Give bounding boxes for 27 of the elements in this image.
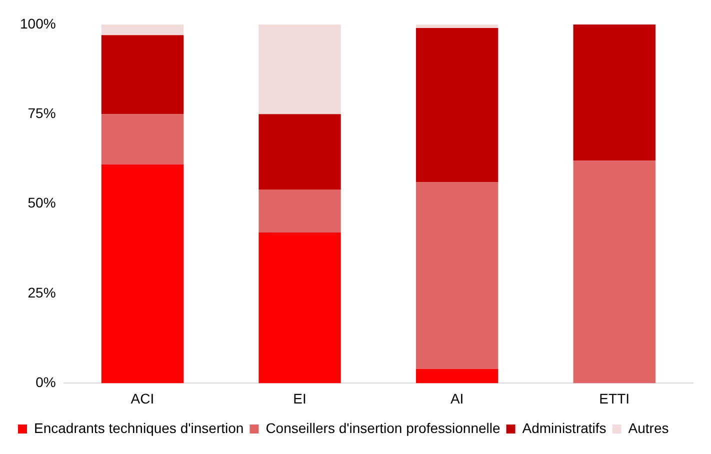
legend-label: Conseillers d'insertion professionnelle — [266, 420, 500, 436]
x-tick-label: ACI — [130, 390, 154, 406]
bar — [416, 28, 498, 182]
bar — [573, 24, 656, 161]
y-tick-label: 0% — [36, 374, 56, 390]
y-tick-label: 75% — [28, 104, 56, 121]
bar — [416, 368, 498, 384]
y-tick-label: 50% — [28, 194, 56, 211]
bar — [101, 35, 184, 114]
legend-label: Autres — [628, 420, 669, 436]
legend-label: Encadrants techniques d'insertion — [34, 420, 244, 436]
bar — [101, 114, 184, 164]
bar — [258, 189, 341, 233]
bar — [573, 160, 656, 384]
x-tick-label: ETTI — [599, 390, 630, 406]
y-tick-label: 100% — [20, 15, 56, 32]
bar — [416, 24, 498, 28]
bar — [258, 232, 341, 384]
legend-label: Administratifs — [522, 420, 606, 436]
x-tick-label: EI — [293, 390, 306, 406]
x-tick-label: AI — [450, 390, 464, 406]
y-tick-label: 25% — [28, 284, 56, 300]
bar — [416, 182, 498, 369]
bar — [101, 24, 184, 36]
bar — [258, 24, 341, 114]
bar — [258, 114, 341, 190]
bar — [101, 164, 184, 384]
